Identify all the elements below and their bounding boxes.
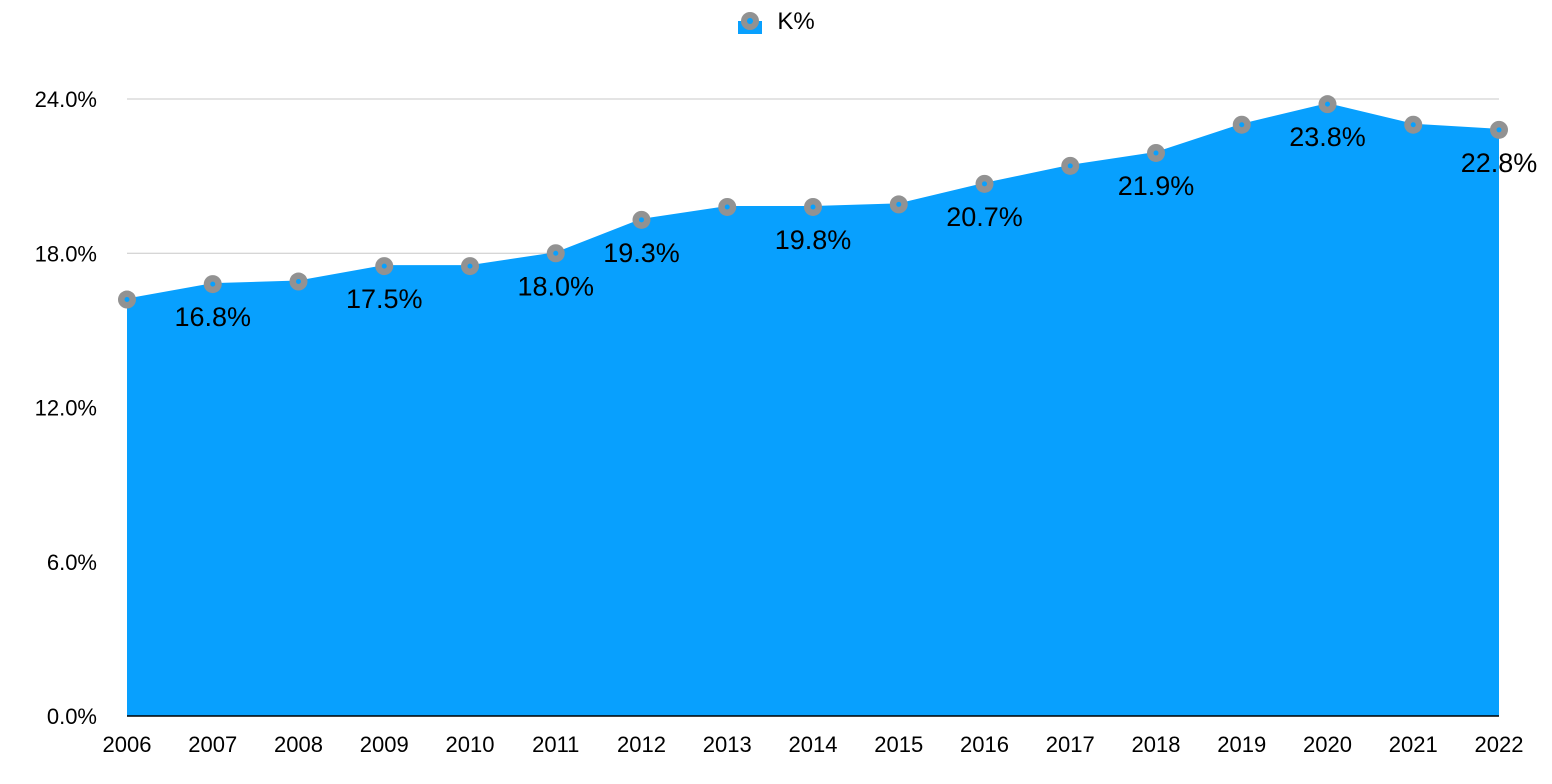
data-point-marker-center [982,181,987,187]
x-tick-label: 2020 [1303,732,1352,757]
data-point-marker-center [1153,150,1159,156]
x-tick-label: 2008 [274,732,323,757]
data-point-marker-center [210,281,216,287]
y-tick-label: 24.0% [35,87,97,112]
data-point [718,197,737,216]
data-point [461,257,479,276]
data-label: 18.0% [517,271,594,301]
data-label: 16.8% [174,302,251,332]
x-tick-label: 2009 [360,732,409,757]
data-point [1147,143,1165,162]
data-point-marker-center [1325,101,1330,107]
data-point-marker-center [896,201,902,207]
x-tick-label: 2010 [446,732,495,757]
data-point [1318,95,1337,114]
x-tick-label: 2011 [532,732,579,757]
data-point [375,257,394,276]
data-point [1061,156,1080,175]
data-point-marker-center [467,263,473,269]
data-point [975,174,994,193]
data-point-marker-center [124,297,130,303]
data-point-marker-center [810,204,816,210]
data-label: 19.3% [603,238,680,268]
data-point-marker-center [296,279,301,285]
data-point-marker-center [1410,122,1416,128]
x-tick-label: 2007 [188,732,237,757]
data-label: 23.8% [1289,122,1366,152]
data-point [203,275,222,294]
y-tick-label: 6.0% [47,550,97,575]
data-point [289,272,308,291]
legend: K% [0,8,1552,36]
x-tick-label: 2012 [617,732,666,757]
data-label: 17.5% [346,284,423,314]
x-tick-label: 2017 [1046,732,1095,757]
x-tick-label: 2021 [1389,732,1438,757]
x-tick-label: 2013 [703,732,752,757]
data-point [546,244,565,263]
data-point-marker-center [724,204,730,210]
area-series-k-percent [127,104,1499,717]
data-point-marker-center [553,250,559,256]
x-tick-label: 2022 [1475,732,1524,757]
data-point [889,195,908,214]
legend-entry: K% [737,8,815,36]
data-label: 22.8% [1461,148,1538,178]
data-label: 19.8% [775,225,852,255]
y-tick-label: 12.0% [35,396,97,421]
y-tick-label: 0.0% [47,704,97,729]
y-tick-label: 18.0% [35,241,97,266]
data-point-marker-center [381,263,387,269]
data-point-marker-center [1067,163,1073,169]
data-point [1404,115,1423,134]
data-point-marker-center [1496,127,1502,133]
x-tick-label: 2006 [103,732,152,757]
legend-swatch-marker-center [747,18,754,24]
data-point [804,197,822,216]
x-tick-label: 2019 [1217,732,1266,757]
x-tick-label: 2014 [789,732,838,757]
data-point [118,290,136,309]
data-point-marker-center [1239,122,1245,128]
x-tick-label: 2015 [874,732,923,757]
data-point [1490,120,1508,139]
data-point-marker-center [639,217,644,223]
data-point [1232,115,1251,134]
data-point [632,210,651,229]
data-label: 20.7% [946,202,1023,232]
legend-label: K% [777,8,815,35]
data-label: 21.9% [1118,171,1195,201]
legend-swatch [738,12,763,34]
x-tick-label: 2018 [1132,732,1181,757]
x-tick-label: 2016 [960,732,1009,757]
